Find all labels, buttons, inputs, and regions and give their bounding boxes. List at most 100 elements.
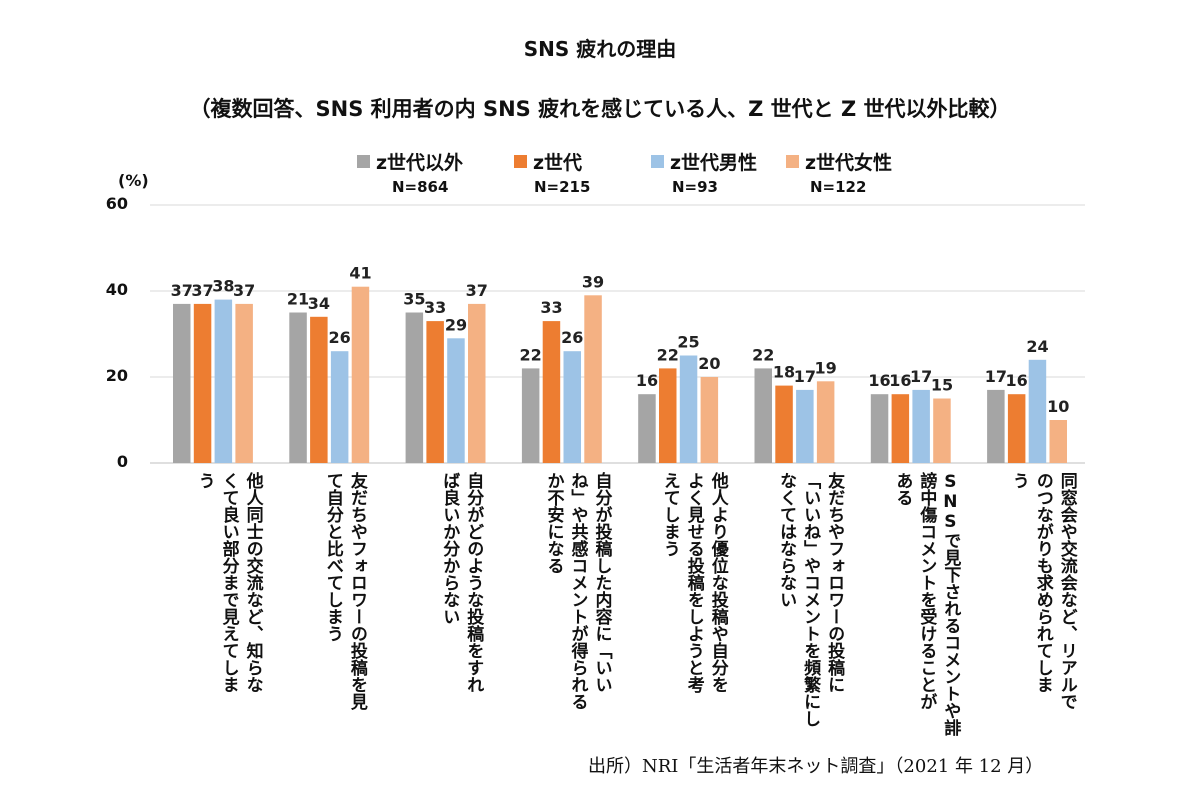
bar — [584, 295, 602, 463]
category-label-line: ある — [892, 472, 913, 506]
data-label: 22 — [520, 345, 542, 364]
legend-sample-size: N=864 — [392, 178, 449, 196]
legend-sample-size: N=215 — [534, 178, 591, 196]
data-label: 15 — [931, 376, 953, 395]
data-label: 22 — [752, 345, 774, 364]
bar — [351, 286, 370, 463]
bar — [1028, 359, 1047, 463]
category-label-line: 謗中傷コメントを受けることが — [916, 472, 937, 710]
bar — [775, 385, 793, 463]
data-label: 35 — [403, 290, 425, 309]
bar — [891, 394, 910, 463]
data-label: 39 — [582, 272, 604, 291]
data-label: 38 — [212, 277, 234, 296]
category-label-line: 他人同士の交流など、知らな — [242, 472, 263, 693]
data-label: 26 — [329, 328, 351, 347]
bar — [310, 316, 328, 463]
legend-label: z世代 — [533, 152, 583, 174]
legend-swatch — [514, 155, 527, 168]
bar — [679, 355, 698, 463]
legend-item: z世代男性 — [651, 148, 757, 175]
bar — [700, 377, 719, 463]
data-label: 16 — [889, 371, 911, 390]
bar — [659, 368, 677, 463]
category-label-line: よく見せる投稿をしようと考 — [683, 472, 704, 693]
data-label: 17 — [794, 367, 816, 386]
bar — [1049, 420, 1067, 463]
data-label: 20 — [698, 354, 720, 373]
bar — [816, 381, 835, 463]
data-label: 26 — [561, 328, 583, 347]
data-label: 37 — [191, 281, 213, 300]
data-label: 41 — [349, 264, 371, 283]
data-label: 16 — [868, 371, 890, 390]
source-note: 出所）NRI「生活者年末ネット調査」（2021 年 12 月） — [588, 756, 1044, 777]
chart-subtitle: （複数回答、SNS 利用者の内 SNS 疲れを感じている人、Z 世代と Z 世代… — [189, 97, 1011, 121]
category-label-line: 自分がどのような投稿をすれ — [463, 472, 484, 693]
y-tick-label: 0 — [116, 452, 128, 471]
data-label: 37 — [171, 281, 193, 300]
data-label: 24 — [1026, 337, 1048, 356]
category-label-line: えてしまう — [659, 472, 680, 557]
data-label: 29 — [445, 315, 467, 334]
bar — [987, 389, 1005, 463]
bar — [447, 338, 465, 463]
bar — [563, 351, 581, 463]
legend-swatch — [357, 155, 370, 168]
data-label: 21 — [287, 290, 309, 309]
bar — [1007, 394, 1026, 463]
bar — [214, 299, 233, 463]
bar — [870, 394, 889, 463]
bar — [193, 303, 212, 463]
category-label-line: ね」や共感コメントが得られる — [567, 472, 588, 710]
legend-sample-size: N=122 — [810, 178, 867, 196]
data-label: 10 — [1047, 397, 1069, 416]
legend-label: z世代男性 — [670, 152, 758, 174]
y-tick-label: 60 — [105, 194, 128, 213]
data-label: 33 — [424, 298, 446, 317]
chart-title: SNS 疲れの理由 — [523, 37, 677, 61]
category-label: SNSで見下されるコメントや誹 謗中傷コメントを受けることが ある — [890, 472, 962, 742]
category-label-line: 友だちやフォロワーの投稿を見 — [346, 472, 367, 710]
data-label: 17 — [910, 367, 932, 386]
bar — [289, 312, 307, 463]
category-label-line: 友だちやフォロワーの投稿に — [824, 472, 845, 693]
legend-item: z世代 — [514, 148, 582, 175]
bar — [933, 398, 951, 463]
legend-item: z世代女性 — [786, 148, 892, 175]
legend-label: z世代以外 — [376, 152, 464, 174]
bar — [468, 303, 486, 463]
bar — [638, 394, 656, 463]
category-label: 同窓会や交流会など、リアルで のつながりも求められてしまう — [1007, 472, 1079, 742]
bar — [912, 389, 930, 463]
category-label-line: くて良い部分まで見えてしま — [218, 472, 239, 693]
data-label: 34 — [308, 294, 330, 313]
bar — [235, 303, 253, 463]
category-label-line: なくてはならない — [776, 472, 797, 608]
y-tick-label: 20 — [105, 366, 128, 385]
category-label-line: ば良いか分からない — [439, 472, 460, 625]
legend-sample-size: N=93 — [672, 178, 718, 196]
y-tick-label: 40 — [105, 280, 128, 299]
bar — [173, 303, 191, 463]
category-label-line: て自分と比べてしまう — [322, 472, 343, 642]
data-label: 18 — [773, 363, 795, 382]
category-label: 他人より優位な投稿や自分を よく見せる投稿をしようと考 えてしまう — [658, 472, 730, 742]
category-label-line: SNSで見下されるコメントや誹 — [940, 472, 961, 736]
legend-swatch — [786, 155, 799, 168]
legend-swatch — [651, 155, 664, 168]
bar — [426, 321, 444, 463]
category-label-line: 「いいね」やコメントを頻繁にし — [800, 472, 821, 727]
category-label-line: う — [194, 472, 215, 489]
data-label: 19 — [815, 358, 837, 377]
data-label: 25 — [677, 333, 699, 352]
data-label: 37 — [466, 281, 488, 300]
category-label: 自分がどのような投稿をすれ ば良いか分からない — [437, 472, 485, 742]
data-label: 17 — [985, 367, 1007, 386]
data-label: 16 — [636, 371, 658, 390]
bar — [754, 368, 772, 463]
category-label: 友だちやフォロワーの投稿を見 て自分と比べてしまう — [321, 472, 369, 742]
data-label: 16 — [1006, 371, 1028, 390]
category-label-line: 同窓会や交流会など、リアルで — [1056, 472, 1077, 710]
